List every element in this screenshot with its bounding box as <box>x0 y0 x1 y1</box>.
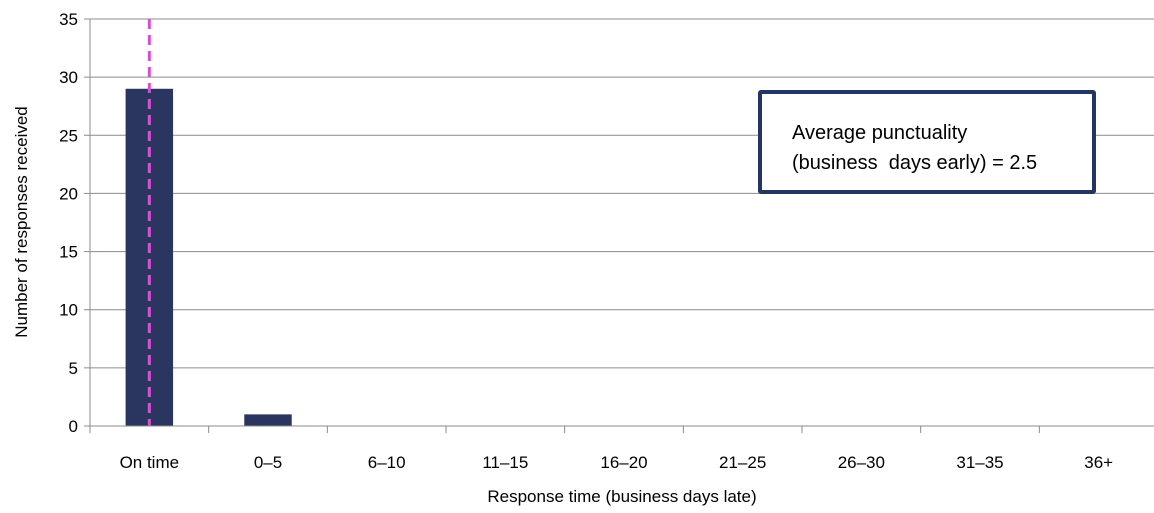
x-tick-label: 0–5 <box>254 453 282 472</box>
bar-0 <box>125 88 174 427</box>
y-tick-labels: 0 5 10 15 20 25 30 35 <box>59 10 78 436</box>
x-tick-label: On time <box>120 453 180 472</box>
annotation-line-1: Average punctuality <box>792 122 968 144</box>
x-tick-label: 6–10 <box>368 453 406 472</box>
x-tick-label: 31–35 <box>956 453 1003 472</box>
y-tick-label: 20 <box>59 184 78 203</box>
y-tick-label: 0 <box>69 417 78 436</box>
grid-lines <box>90 18 1154 369</box>
y-tick-label: 15 <box>59 243 78 262</box>
axes <box>84 18 1154 433</box>
y-tick-label: 10 <box>59 301 78 320</box>
y-tick-label: 25 <box>59 126 78 145</box>
bar-1 <box>244 414 292 426</box>
annotation-line-2: (business days early) = 2.5 <box>792 152 1038 174</box>
x-tick-label: 16–20 <box>600 453 647 472</box>
x-axis-title: Response time (business days late) <box>487 487 756 506</box>
y-tick-label: 30 <box>59 68 78 87</box>
y-tick-label: 35 <box>59 10 78 29</box>
x-tick-label: 21–25 <box>719 453 766 472</box>
x-tick-label: 36+ <box>1084 453 1113 472</box>
x-tick-label: 11–15 <box>482 453 528 472</box>
x-tick-label: 26–30 <box>838 453 885 472</box>
x-tick-labels: On time 0–5 6–10 11–15 16–20 21–25 26–30 31–35 3… <box>120 453 1114 472</box>
y-axis-title: Number of responses received <box>12 106 31 338</box>
y-tick-label: 5 <box>69 359 78 378</box>
average-punctuality-annotation: Average punctuality (business days early… <box>758 90 1096 194</box>
bars <box>125 88 292 427</box>
